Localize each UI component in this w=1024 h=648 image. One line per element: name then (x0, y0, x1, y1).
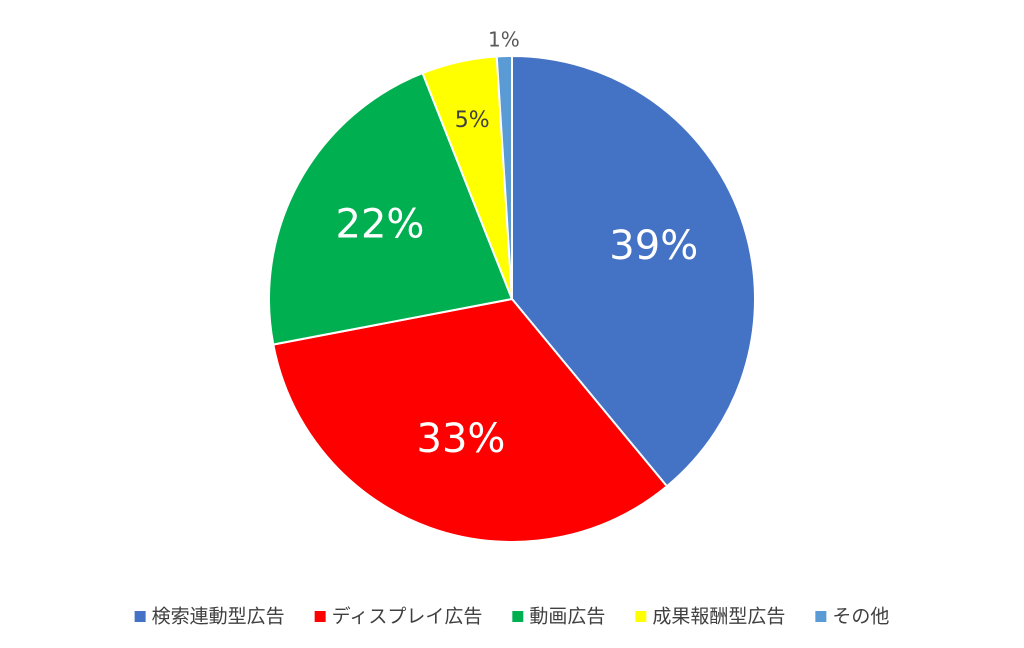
legend-label: ディスプレイ広告 (332, 606, 483, 628)
data-label: 5% (455, 108, 490, 133)
legend-swatch (635, 611, 647, 622)
legend-swatch (815, 611, 827, 622)
data-label: 39% (609, 223, 698, 269)
legend-swatch (314, 611, 326, 622)
legend-label: 検索連動型広告 (152, 606, 285, 628)
legend-swatch (512, 611, 524, 622)
data-label: 1% (488, 28, 520, 52)
data-label: 22% (336, 201, 425, 247)
pie-slice (272, 297, 669, 544)
legend-label: その他 (832, 606, 889, 628)
legend-label: 成果報酬型広告 (652, 606, 785, 628)
legend-swatch (134, 611, 146, 622)
pie-slice (268, 71, 514, 346)
data-label: 33% (417, 416, 506, 462)
pie-slice (511, 54, 756, 488)
legend-label: 動画広告 (529, 606, 605, 628)
legend: 検索連動型広告 ディスプレイ広告 動画広告 成果報酬型広告 その他 (134, 606, 889, 628)
pie-slice (495, 54, 513, 300)
